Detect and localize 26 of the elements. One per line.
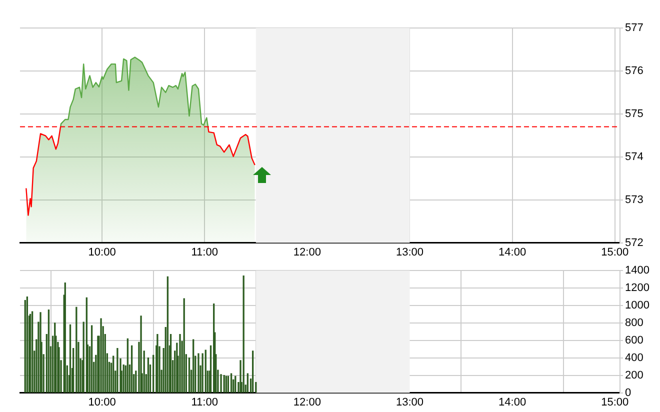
x-tick-label: 10:00 — [88, 246, 116, 258]
y-tick-label: 600 — [625, 334, 644, 346]
y-tick-label: 0 — [625, 386, 632, 399]
x-tick-label: 12:00 — [293, 246, 321, 258]
y-tick-label: 400 — [625, 352, 644, 364]
y-tick-label: 577 — [625, 22, 644, 34]
y-tick-label: 1400 — [625, 264, 650, 277]
x-tick-label: 12:00 — [293, 396, 321, 408]
y-tick-label: 572 — [625, 236, 644, 249]
y-tick-label: 575 — [625, 108, 644, 120]
x-tick-label: 15:00 — [601, 396, 629, 408]
x-tick-label: 13:00 — [396, 396, 424, 408]
x-tick-label: 14:00 — [498, 246, 526, 258]
x-tick-label: 14:00 — [498, 396, 526, 408]
x-tick-label: 13:00 — [396, 246, 424, 258]
x-tick-label: 11:00 — [191, 396, 218, 408]
y-tick-label: 1200 — [625, 282, 650, 294]
y-tick-label: 200 — [625, 369, 644, 382]
y-tick-label: 576 — [625, 64, 644, 77]
x-tick-label: 10:00 — [88, 396, 116, 408]
y-tick-label: 800 — [625, 317, 644, 330]
y-tick-label: 1000 — [625, 300, 650, 312]
x-tick-label: 11:00 — [191, 246, 218, 258]
y-tick-label: 574 — [625, 150, 644, 163]
x-tick-label: 15:00 — [601, 246, 629, 258]
y-tick-label: 573 — [625, 194, 644, 206]
